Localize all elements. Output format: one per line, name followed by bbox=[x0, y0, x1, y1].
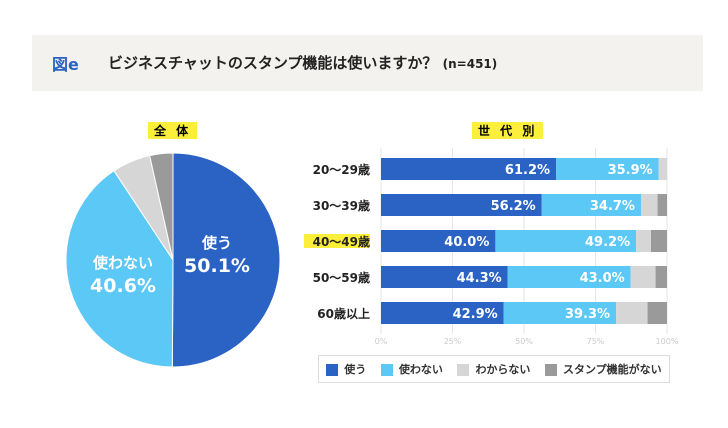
bar-segment bbox=[640, 194, 658, 216]
bar-segment bbox=[507, 266, 631, 288]
title-text: ビジネスチャットのスタンプ機能は使いますか？ bbox=[108, 54, 438, 72]
legend-swatch bbox=[545, 364, 558, 376]
bar-value-label: 39.3% bbox=[565, 307, 610, 322]
legend-label: 使う bbox=[344, 363, 367, 376]
x-tick-label: 25% bbox=[444, 337, 462, 346]
legend-label: わからない bbox=[475, 363, 531, 376]
bar-segment bbox=[495, 230, 637, 252]
bar-segment bbox=[381, 194, 542, 216]
bar-segment bbox=[381, 230, 496, 252]
bar-segment bbox=[616, 302, 648, 324]
pie-label-value: 40.6% bbox=[90, 275, 156, 297]
pie-slice-0 bbox=[171, 152, 281, 368]
bar-segment bbox=[556, 158, 659, 180]
bar-segment bbox=[647, 302, 667, 324]
bar-segment bbox=[636, 230, 651, 252]
bar-segment bbox=[650, 230, 667, 252]
legend-item: わからない bbox=[457, 361, 530, 377]
bar-value-label: 35.9% bbox=[608, 163, 653, 178]
category-label: 50〜59歳 bbox=[313, 270, 370, 285]
category-label: 30〜39歳 bbox=[313, 198, 370, 213]
bar-title: 世 代 別 bbox=[472, 122, 544, 139]
bar-value-label: 34.7% bbox=[590, 199, 635, 214]
legend: 使う 使わない わからない スタンプ機能がない bbox=[318, 355, 670, 383]
category-highlight bbox=[304, 234, 370, 248]
bar-value-label: 42.9% bbox=[453, 307, 498, 322]
x-tick-label: 100% bbox=[656, 337, 679, 346]
header-band bbox=[32, 35, 703, 91]
bar-value-label: 56.2% bbox=[491, 199, 536, 214]
category-label: 60歳以上 bbox=[317, 306, 370, 321]
sample-size: (n=451) bbox=[442, 57, 498, 71]
bar-segment bbox=[503, 302, 617, 324]
bar-value-label: 40.0% bbox=[444, 235, 489, 250]
legend-label: スタンプ機能がない bbox=[563, 363, 662, 376]
legend-item: スタンプ機能がない bbox=[545, 361, 662, 377]
bar-segment bbox=[630, 266, 656, 288]
bar-value-label: 61.2% bbox=[505, 163, 550, 178]
bar-segment bbox=[381, 302, 504, 324]
bar-segment bbox=[655, 266, 667, 288]
pie-label-name: 使う bbox=[201, 234, 232, 252]
legend-item: 使う bbox=[326, 361, 366, 377]
pie-label-value: 50.1% bbox=[184, 255, 250, 277]
figure-label: 図e bbox=[52, 55, 79, 74]
category-label: 40〜49歳 bbox=[313, 234, 370, 249]
legend-item: 使わない bbox=[380, 361, 443, 377]
legend-swatch bbox=[457, 364, 470, 376]
bar-segment bbox=[658, 158, 667, 180]
legend-label: 使わない bbox=[398, 363, 443, 376]
bar-value-label: 49.2% bbox=[585, 235, 630, 250]
pie-label-name: 使わない bbox=[92, 254, 153, 272]
bar-value-label: 43.0% bbox=[580, 271, 625, 286]
bar-segment bbox=[381, 266, 508, 288]
x-tick-label: 50% bbox=[515, 337, 533, 346]
x-tick-label: 75% bbox=[587, 337, 605, 346]
category-label: 20〜29歳 bbox=[313, 162, 370, 177]
pie-title: 全 体 bbox=[148, 122, 198, 139]
bar-value-label: 44.3% bbox=[457, 271, 502, 286]
x-tick-label: 0% bbox=[375, 337, 388, 346]
bar-segment bbox=[657, 194, 667, 216]
chart-title: ビジネスチャットのスタンプ機能は使いますか？ (n=451) bbox=[108, 52, 497, 73]
pie-slice-3 bbox=[149, 152, 174, 261]
legend-swatch bbox=[380, 364, 393, 376]
bar-segment bbox=[541, 194, 641, 216]
bar-segment bbox=[381, 158, 557, 180]
legend-swatch bbox=[326, 364, 339, 376]
